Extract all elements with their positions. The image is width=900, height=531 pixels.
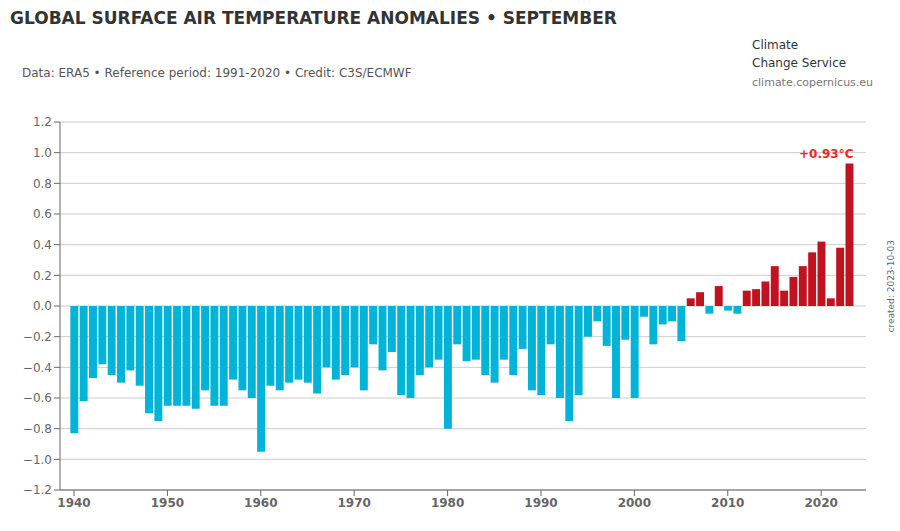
svg-text:2000: 2000 bbox=[618, 496, 651, 510]
svg-text:−1.2: −1.2 bbox=[23, 483, 52, 497]
html-text:created: 2023-10-03: created: 2023-10-03 bbox=[886, 240, 896, 333]
svg-text:0.8: 0.8 bbox=[33, 177, 52, 191]
svg-text:1980: 1980 bbox=[431, 496, 464, 510]
svg-text:1960: 1960 bbox=[244, 496, 277, 510]
svg-text:−1.0: −1.0 bbox=[23, 453, 52, 467]
svg-text:1990: 1990 bbox=[524, 496, 557, 510]
svg-text:2010: 2010 bbox=[711, 496, 744, 510]
svg-text:1970: 1970 bbox=[337, 496, 370, 510]
svg-text:0.0: 0.0 bbox=[33, 299, 52, 313]
html-text:climate.copernicus.eu: climate.copernicus.eu bbox=[752, 76, 874, 89]
svg-text:1950: 1950 bbox=[151, 496, 184, 510]
svg-text:−0.8: −0.8 bbox=[23, 422, 52, 436]
html-text:Data: ERA5 • Reference period:: Data: ERA5 • Reference period: 1991-2020… bbox=[22, 66, 412, 80]
svg-text:1.2: 1.2 bbox=[33, 115, 52, 129]
svg-text:0.4: 0.4 bbox=[33, 238, 52, 252]
html-text:Climate: Climate bbox=[752, 38, 799, 52]
svg-text:−0.4: −0.4 bbox=[23, 361, 52, 375]
svg-text:0.6: 0.6 bbox=[33, 207, 52, 221]
svg-text:−0.6: −0.6 bbox=[23, 391, 52, 405]
html-text:Change Service: Change Service bbox=[752, 56, 847, 70]
svg-text:1.0: 1.0 bbox=[33, 146, 52, 160]
svg-text:0.2: 0.2 bbox=[33, 269, 52, 283]
html-text:GLOBAL SURFACE AIR TEMPERATURE: GLOBAL SURFACE AIR TEMPERATURE ANOMALIES… bbox=[10, 8, 617, 28]
svg-text:1940: 1940 bbox=[57, 496, 90, 510]
svg-text:2020: 2020 bbox=[804, 496, 837, 510]
svg-text:+0.93°C: +0.93°C bbox=[799, 147, 854, 161]
svg-text:−0.2: −0.2 bbox=[23, 330, 52, 344]
